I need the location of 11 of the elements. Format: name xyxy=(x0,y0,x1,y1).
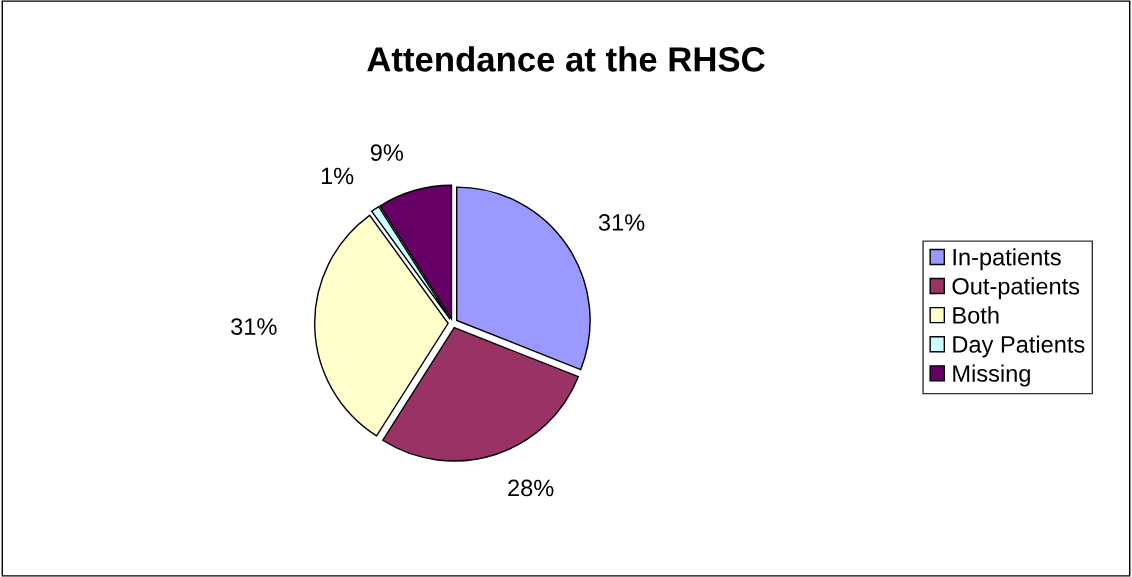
data-label: 31% xyxy=(231,318,277,335)
data-label: 28% xyxy=(508,479,554,497)
legend-label: Out-patients xyxy=(952,277,1080,300)
data-label: 9% xyxy=(370,144,404,161)
legend-label: In-patients xyxy=(953,248,1061,271)
legend-label: Day Patients xyxy=(953,335,1085,358)
legend-label: Missing xyxy=(953,364,1030,387)
legend-label: Both xyxy=(953,306,999,324)
data-label: 31% xyxy=(598,214,645,231)
chart-title: Attendance at the RHSC xyxy=(367,46,765,72)
data-label: 1% xyxy=(321,167,354,185)
